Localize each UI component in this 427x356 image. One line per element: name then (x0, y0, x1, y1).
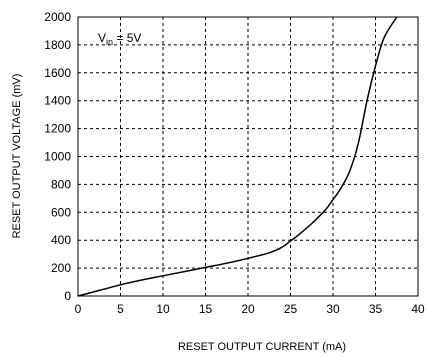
x-tick-label: 40 (411, 302, 425, 316)
y-tick-label: 1400 (44, 94, 71, 108)
x-axis-title: RESET OUTPUT CURRENT (mA) (178, 341, 346, 353)
x-tick-label: 20 (241, 302, 255, 316)
plot-frame (77, 16, 419, 297)
vin-annotation-main: V (98, 31, 106, 45)
y-tick-label: 1000 (44, 150, 71, 164)
x-tick-label: 35 (369, 302, 383, 316)
x-tick-label: 25 (284, 302, 298, 316)
vin-annotation-sub: in (106, 37, 113, 47)
y-axis-title: RESET OUTPUT VOLTAGE (mV) (11, 74, 23, 239)
vin-annotation: Vin = 5V (98, 31, 141, 47)
x-tick-label: 10 (156, 302, 170, 316)
y-tick-label: 800 (51, 177, 71, 191)
x-tick-label: 15 (199, 302, 213, 316)
y-tick-label: 1800 (44, 38, 71, 52)
x-tick-label: 30 (326, 302, 340, 316)
x-tick-label: 0 (75, 302, 82, 316)
y-tick-label: 1600 (44, 66, 71, 80)
y-tick-label: 200 (51, 261, 71, 275)
tick-labels: 0 5 10 15 20 25 30 35 40020040060080010001200140… (44, 10, 425, 316)
y-tick-label: 1200 (44, 122, 71, 136)
y-tick-label: 0 (64, 289, 71, 303)
series-lines (77, 16, 398, 297)
vin-annotation-rest: = 5V (113, 31, 141, 45)
y-tick-label: 400 (51, 233, 71, 247)
y-tick-label: 600 (51, 205, 71, 219)
grid-lines (78, 17, 418, 296)
series-line (77, 16, 398, 297)
x-tick-label: 5 (117, 302, 124, 316)
y-tick-label: 2000 (44, 10, 71, 24)
